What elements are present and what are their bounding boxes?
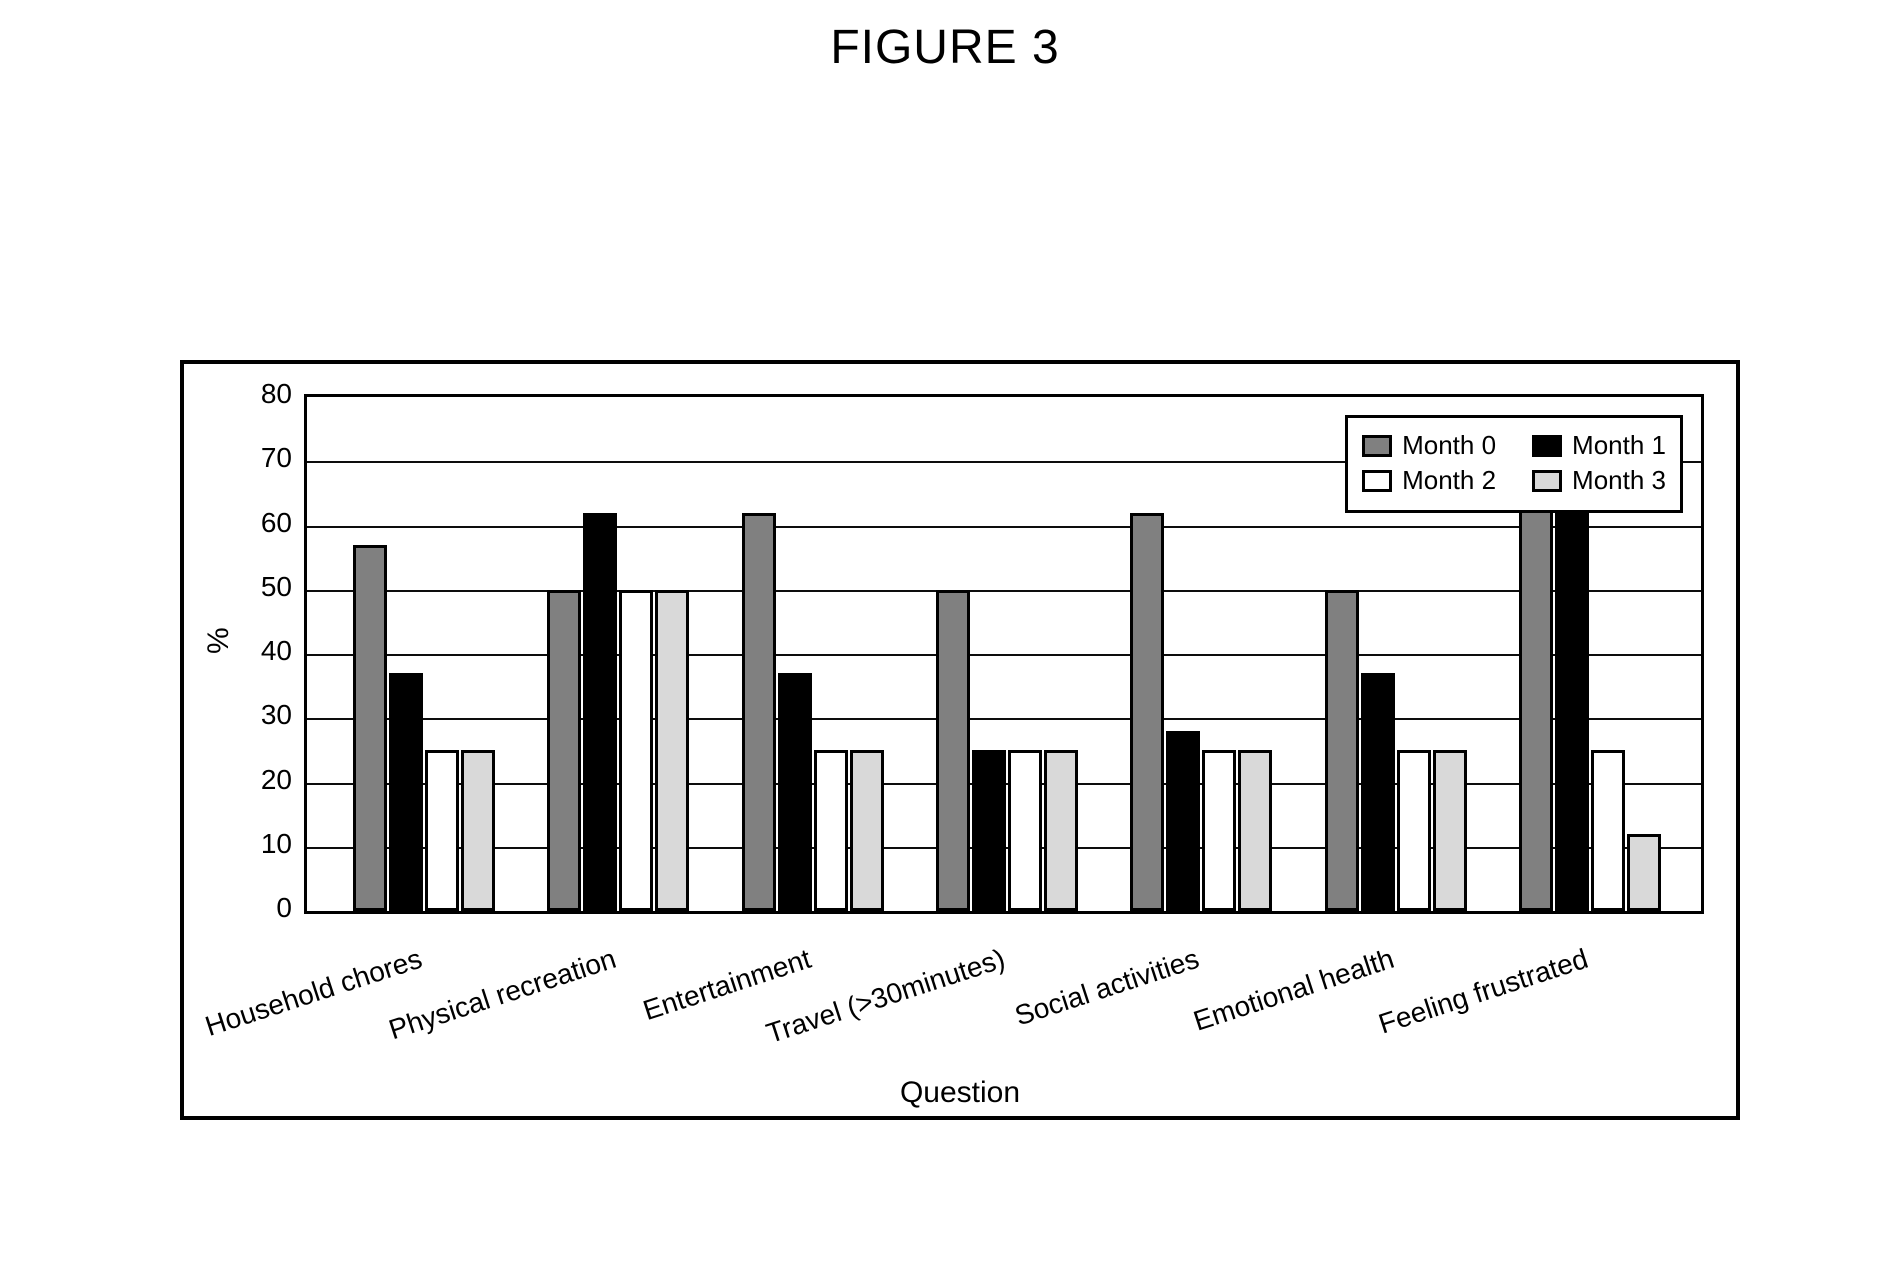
gridline [307, 526, 1701, 528]
bar [425, 750, 459, 911]
bar-group [353, 545, 495, 911]
legend-swatch-month-3 [1532, 470, 1562, 492]
bar [778, 673, 812, 911]
legend-swatch-month-0 [1362, 435, 1392, 457]
bar [814, 750, 848, 911]
chart-frame: % Month 0 Month 1 Month 2 [180, 360, 1740, 1120]
plot-area: Month 0 Month 1 Month 2 Month 3 [304, 394, 1704, 914]
y-tick-label: 80 [232, 378, 292, 410]
bar [1397, 750, 1431, 911]
bar [1202, 750, 1236, 911]
y-tick-label: 0 [232, 892, 292, 924]
bar [619, 590, 653, 911]
legend-label: Month 0 [1402, 430, 1496, 461]
figure-title: FIGURE 3 [0, 0, 1890, 75]
bar [583, 513, 617, 911]
y-tick-label: 40 [232, 635, 292, 667]
legend-label: Month 3 [1572, 465, 1666, 496]
legend-swatch-month-1 [1532, 435, 1562, 457]
bar [1591, 750, 1625, 911]
bar [1130, 513, 1164, 911]
y-tick-label: 60 [232, 507, 292, 539]
bar [1627, 834, 1661, 911]
bar [461, 750, 495, 911]
y-axis-title: % [202, 627, 236, 654]
bar-group [742, 513, 884, 911]
bar [850, 750, 884, 911]
legend-label: Month 1 [1572, 430, 1666, 461]
bar [1166, 731, 1200, 911]
bar [1433, 750, 1467, 911]
bar [936, 590, 970, 911]
y-tick-label: 30 [232, 699, 292, 731]
y-tick-label: 50 [232, 571, 292, 603]
bar [1008, 750, 1042, 911]
legend-item-month-2: Month 2 [1362, 465, 1496, 496]
y-tick-label: 10 [232, 828, 292, 860]
bar [547, 590, 581, 911]
bar [1325, 590, 1359, 911]
legend-item-month-0: Month 0 [1362, 430, 1496, 461]
bar-group [936, 590, 1078, 911]
bar [742, 513, 776, 911]
bar [389, 673, 423, 911]
legend-item-month-3: Month 3 [1532, 465, 1666, 496]
bar [1361, 673, 1395, 911]
legend-swatch-month-2 [1362, 470, 1392, 492]
bar [1044, 750, 1078, 911]
legend-item-month-1: Month 1 [1532, 430, 1666, 461]
bar [353, 545, 387, 911]
x-axis-title: Question [184, 1076, 1736, 1110]
bar-group [547, 513, 689, 911]
legend: Month 0 Month 1 Month 2 Month 3 [1345, 415, 1683, 513]
bar-group [1130, 513, 1272, 911]
bar [655, 590, 689, 911]
legend-label: Month 2 [1402, 465, 1496, 496]
bar [972, 750, 1006, 911]
bar [1238, 750, 1272, 911]
bar-group [1325, 590, 1467, 911]
y-tick-label: 70 [232, 442, 292, 474]
y-tick-label: 20 [232, 764, 292, 796]
